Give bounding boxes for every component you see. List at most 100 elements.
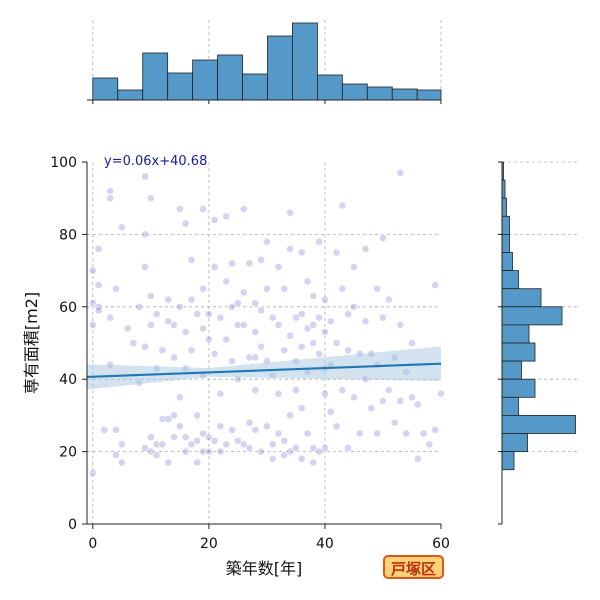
scatter-point xyxy=(106,313,115,322)
main-axes: 0 20 40 60 0 20 40 60 80 100 xyxy=(50,155,450,552)
scatter-point xyxy=(315,237,324,246)
scatter-point xyxy=(158,346,167,355)
scatter-point xyxy=(146,447,155,456)
scatter-point xyxy=(245,418,254,427)
scatter-point xyxy=(158,415,167,423)
scatter-point xyxy=(309,444,318,452)
scatter-point xyxy=(286,208,295,217)
right-hist-bar xyxy=(501,288,542,308)
scatter-point xyxy=(263,237,271,246)
scatter-point xyxy=(268,454,277,463)
scatter-point xyxy=(210,263,219,271)
scatter-point xyxy=(152,451,161,460)
scatter-point xyxy=(350,393,358,402)
x-tick-label: 40 xyxy=(316,536,334,552)
scatter-point xyxy=(88,469,97,478)
regression xyxy=(86,346,442,390)
scatter-point xyxy=(152,440,161,449)
right-hist-bar xyxy=(501,451,515,471)
scatter-point xyxy=(181,328,190,337)
scatter-point xyxy=(408,339,416,347)
scatter-point xyxy=(204,310,213,318)
main-grid xyxy=(87,162,441,524)
top-hist-bar xyxy=(316,74,343,101)
scatter-point xyxy=(280,451,289,460)
top-hist-bar xyxy=(92,77,119,101)
scatter-point xyxy=(361,244,370,253)
scatter-point xyxy=(117,440,126,449)
scatter-point xyxy=(292,313,300,322)
scatter-point xyxy=(187,346,196,355)
scatter-point xyxy=(233,299,242,308)
scatter-point xyxy=(112,451,120,460)
scatter-point xyxy=(251,353,260,362)
scatter-point xyxy=(141,172,149,181)
scatter-point xyxy=(413,454,422,463)
scatter-point xyxy=(152,310,161,318)
scatter-point xyxy=(309,458,318,467)
scatter-point xyxy=(355,429,364,438)
scatter-point xyxy=(425,440,434,449)
top-hist-bar xyxy=(416,89,442,101)
scatter-point xyxy=(199,447,207,456)
scatter-point xyxy=(379,397,387,405)
y-tick-label: 40 xyxy=(59,372,77,388)
scatter-point xyxy=(268,440,277,449)
right-hist-bar xyxy=(501,197,507,217)
scatter-point xyxy=(297,310,306,318)
top-hist-bar xyxy=(391,88,418,101)
scatter-point xyxy=(141,230,149,239)
scatter-point xyxy=(193,458,202,467)
scatter-point xyxy=(245,353,254,362)
scatter-point xyxy=(245,444,254,452)
scatter-point xyxy=(297,404,306,413)
scatter-point xyxy=(146,194,155,203)
scatter-point xyxy=(199,429,207,438)
scatter-point xyxy=(175,302,184,311)
scatter-point xyxy=(338,201,347,210)
ward-badge: 戸塚区 xyxy=(383,555,445,579)
scatter-point xyxy=(431,425,440,434)
scatter-point xyxy=(204,447,213,456)
scatter-point xyxy=(228,357,236,365)
scatter-point xyxy=(384,295,393,304)
scatter-point xyxy=(228,425,236,434)
scatter-point xyxy=(204,433,213,442)
scatter-point xyxy=(396,320,405,329)
scatter-point xyxy=(239,440,248,449)
scatter-point xyxy=(263,284,271,293)
x-tick-label: 0 xyxy=(88,536,97,552)
scatter-point xyxy=(338,284,347,293)
top-hist-bar xyxy=(366,86,393,101)
right-hist-bar xyxy=(501,215,510,235)
top-hist-bar xyxy=(142,52,169,101)
scatter-point xyxy=(146,320,155,329)
scatter-point xyxy=(408,393,416,402)
scatter-point xyxy=(228,302,236,311)
scatter-point xyxy=(344,444,353,452)
scatter-point xyxy=(141,444,149,452)
scatter-point xyxy=(88,266,97,275)
scatter-point xyxy=(106,194,115,203)
scatter-point xyxy=(210,436,219,445)
scatter-point xyxy=(222,277,231,286)
scatter-point xyxy=(321,328,329,337)
scatter-point xyxy=(141,263,149,271)
scatter-point xyxy=(274,320,283,329)
x-tick-label: 60 xyxy=(432,536,450,552)
scatter-point xyxy=(94,244,103,253)
scatter-point xyxy=(332,339,341,347)
y-tick-label: 80 xyxy=(59,227,77,243)
scatter-point xyxy=(210,216,219,224)
scatter-point xyxy=(94,306,103,315)
scatter-point xyxy=(413,400,422,409)
regression-line xyxy=(86,362,442,379)
scatter-point xyxy=(181,219,190,228)
scatter-point xyxy=(100,425,109,434)
scatter-point xyxy=(146,292,155,300)
top-hist-bar xyxy=(341,83,368,101)
y-axis-label: 専有面積[m2] xyxy=(22,292,41,394)
scatter-point xyxy=(292,444,300,452)
scatter-point xyxy=(123,324,132,333)
